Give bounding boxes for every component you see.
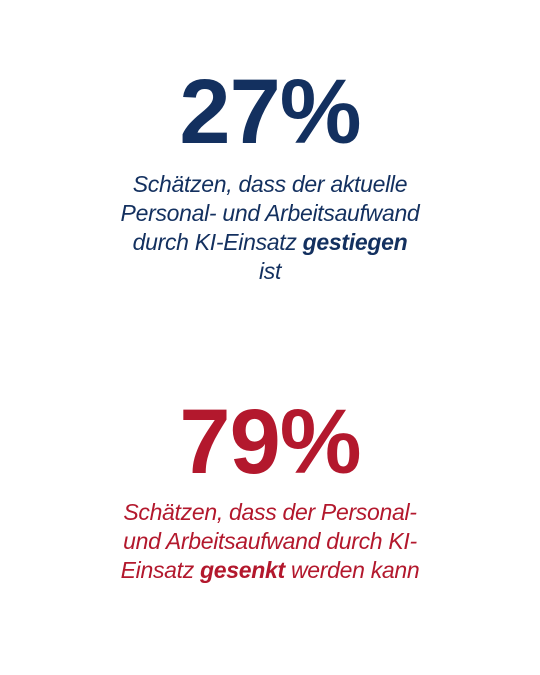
stat-text-before: Schätzen, dass der aktuelle Personal- un…	[120, 171, 420, 255]
stat-description-decreased: Schätzen, dass der Personal- und Arbeits…	[120, 498, 420, 585]
stat-block-increased: 27% Schätzen, dass der aktuelle Personal…	[0, 62, 540, 286]
stat-block-decreased: 79% Schätzen, dass der Personal- und Arb…	[0, 392, 540, 585]
stat-text-before: Schätzen, dass der Personal- und Arbeits…	[120, 499, 418, 583]
stat-text-after: ist	[258, 258, 282, 284]
stat-text-after: werden kann	[284, 557, 420, 583]
stat-description-increased: Schätzen, dass der aktuelle Personal- un…	[120, 170, 420, 286]
stat-emphasis: gestiegen	[302, 229, 408, 255]
stat-value-decreased: 79%	[179, 391, 361, 493]
stat-value-increased: 27%	[179, 61, 361, 163]
stat-emphasis: gesenkt	[200, 557, 285, 583]
